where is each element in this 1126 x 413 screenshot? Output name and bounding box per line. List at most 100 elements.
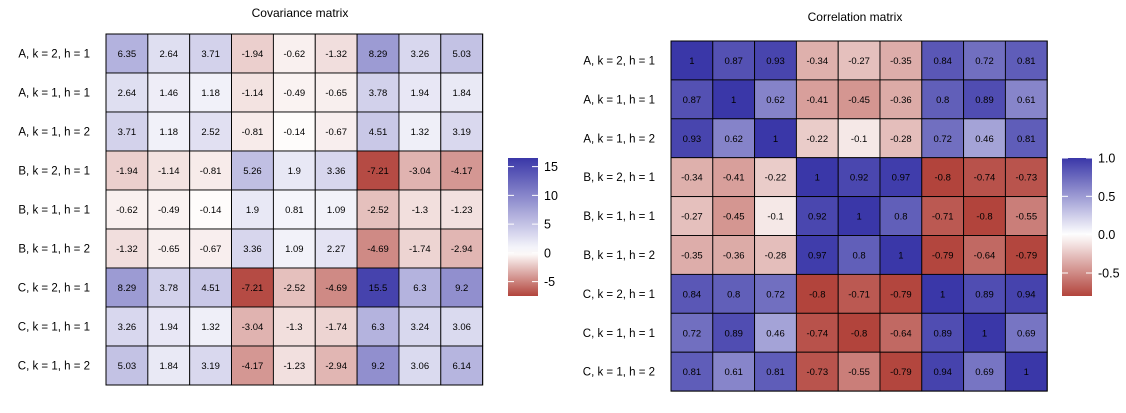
cell-label: -1.23	[451, 205, 473, 216]
cell-label: 1	[689, 56, 694, 67]
cell-label: -0.71	[932, 212, 954, 223]
cell-label: 0.81	[285, 205, 304, 216]
cell-label: -0.8	[976, 212, 992, 223]
cell-label: 2.27	[327, 244, 346, 255]
cell-label: -0.65	[158, 244, 180, 255]
cell-label: 1.46	[160, 88, 179, 99]
cell-label: -0.79	[1015, 250, 1037, 261]
heatmap-cell	[231, 150, 274, 191]
covariance-heatmap: 6.35 2.64 3.71 -1.94 -0.62 -1.32 8.29 3.26 5.03 2…	[105, 33, 484, 386]
cell-label: -0.8	[809, 289, 825, 300]
heatmap-cell	[879, 118, 923, 159]
cell-label: -0.36	[890, 95, 912, 106]
cell-label: -4.69	[325, 283, 347, 294]
cell-label: 0.72	[975, 56, 994, 67]
cell-label: -1.74	[409, 244, 431, 255]
heatmap-cell	[272, 306, 316, 347]
cell-label: -0.45	[723, 212, 745, 223]
heatmap-cell	[837, 312, 881, 353]
cell-label: 0.72	[683, 328, 702, 339]
cell-label: 1	[815, 173, 820, 184]
heatmap-cell	[754, 40, 797, 81]
cell-label: 3.24	[411, 322, 430, 333]
heatmap-cell	[356, 189, 400, 230]
cell-label: -0.34	[806, 56, 828, 67]
cell-label: 1.94	[411, 88, 430, 99]
row-label: C, k = 1, h = 1	[18, 322, 90, 334]
cell-label: 0.87	[683, 95, 702, 106]
heatmap-cell	[837, 351, 881, 392]
cell-label: -0.67	[200, 244, 222, 255]
legend-tick-label: 0.0	[1098, 228, 1115, 242]
heatmap-cell	[105, 345, 149, 386]
heatmap-cell	[189, 72, 232, 113]
cell-label: 0.97	[808, 250, 827, 261]
cell-label: 3.06	[452, 322, 471, 333]
cell-label: 2.52	[201, 127, 220, 138]
cell-label: -0.64	[974, 250, 996, 261]
covariance-title: Covariance matrix	[252, 6, 349, 20]
cell-label: 9.2	[455, 283, 468, 294]
heatmap-cell	[879, 351, 923, 392]
cell-label: 1.32	[201, 322, 220, 333]
cell-label: -1.32	[325, 49, 347, 60]
cell-label: 3.71	[118, 127, 137, 138]
heatmap-cell	[189, 189, 232, 230]
cell-label: 1.09	[285, 244, 304, 255]
heatmap-cell	[231, 228, 274, 269]
correlation-legend: 1.0 0.5 0.0 -0.5	[1062, 152, 1120, 296]
heatmap-cell	[440, 72, 484, 113]
cell-label: -4.69	[367, 244, 389, 255]
heatmap-cell	[272, 267, 316, 308]
row-label: B, k = 1, h = 1	[18, 205, 90, 217]
heatmap-cell	[963, 312, 1006, 353]
row-label: B, k = 1, h = 2	[18, 244, 90, 256]
cell-label: -0.73	[806, 367, 828, 378]
cell-label: 3.19	[201, 361, 220, 372]
cell-label: 2.64	[118, 88, 137, 99]
cell-label: 0.69	[1017, 328, 1036, 339]
heatmap-border	[105, 33, 484, 386]
cell-label: 3.26	[118, 322, 137, 333]
cell-label: 0.81	[1017, 56, 1036, 67]
cell-label: 1	[898, 250, 903, 261]
cell-label: -0.74	[806, 328, 828, 339]
covariance-legend: 15 10 5 0 -5	[508, 158, 558, 296]
cell-label: -0.34	[681, 173, 703, 184]
heatmap-cell	[963, 273, 1006, 314]
correlation-title: Correlation matrix	[808, 10, 903, 24]
heatmap-cell	[837, 79, 881, 120]
heatmap-cell	[440, 189, 484, 230]
heatmap-cell	[440, 228, 484, 269]
heatmap-cell	[670, 351, 714, 392]
cell-label: -0.81	[242, 127, 264, 138]
cell-label: 0.81	[1017, 134, 1036, 145]
cell-label: 3.36	[243, 244, 262, 255]
heatmap-cell	[1004, 157, 1048, 198]
heatmap-cell	[105, 228, 149, 269]
cell-label: 1.84	[452, 88, 471, 99]
legend-tick-label: 0	[544, 246, 551, 260]
cell-label: 1.94	[160, 322, 179, 333]
cell-label: 1.84	[160, 361, 179, 372]
heatmap-cell	[189, 306, 232, 347]
cell-label: -0.81	[200, 166, 222, 177]
cell-label: -0.8	[935, 173, 951, 184]
cell-label: 0.46	[975, 134, 994, 145]
cell-label: -0.79	[890, 367, 912, 378]
heatmap-cell	[1004, 351, 1048, 392]
heatmap-cell	[754, 79, 797, 120]
heatmap-cell	[314, 189, 358, 230]
cell-label: -0.36	[723, 250, 745, 261]
heatmap-cell	[963, 351, 1006, 392]
cell-label: 0.62	[724, 134, 743, 145]
heatmap-cell	[440, 150, 484, 191]
cell-label: 0.69	[975, 367, 994, 378]
heatmap-cell	[712, 312, 756, 353]
cell-label: -2.52	[367, 205, 389, 216]
heatmap-cell	[356, 345, 400, 386]
cell-label: 1.18	[160, 127, 179, 138]
cell-label: -2.52	[283, 283, 305, 294]
cell-label: 0.61	[724, 367, 743, 378]
heatmap-cell	[795, 118, 839, 159]
